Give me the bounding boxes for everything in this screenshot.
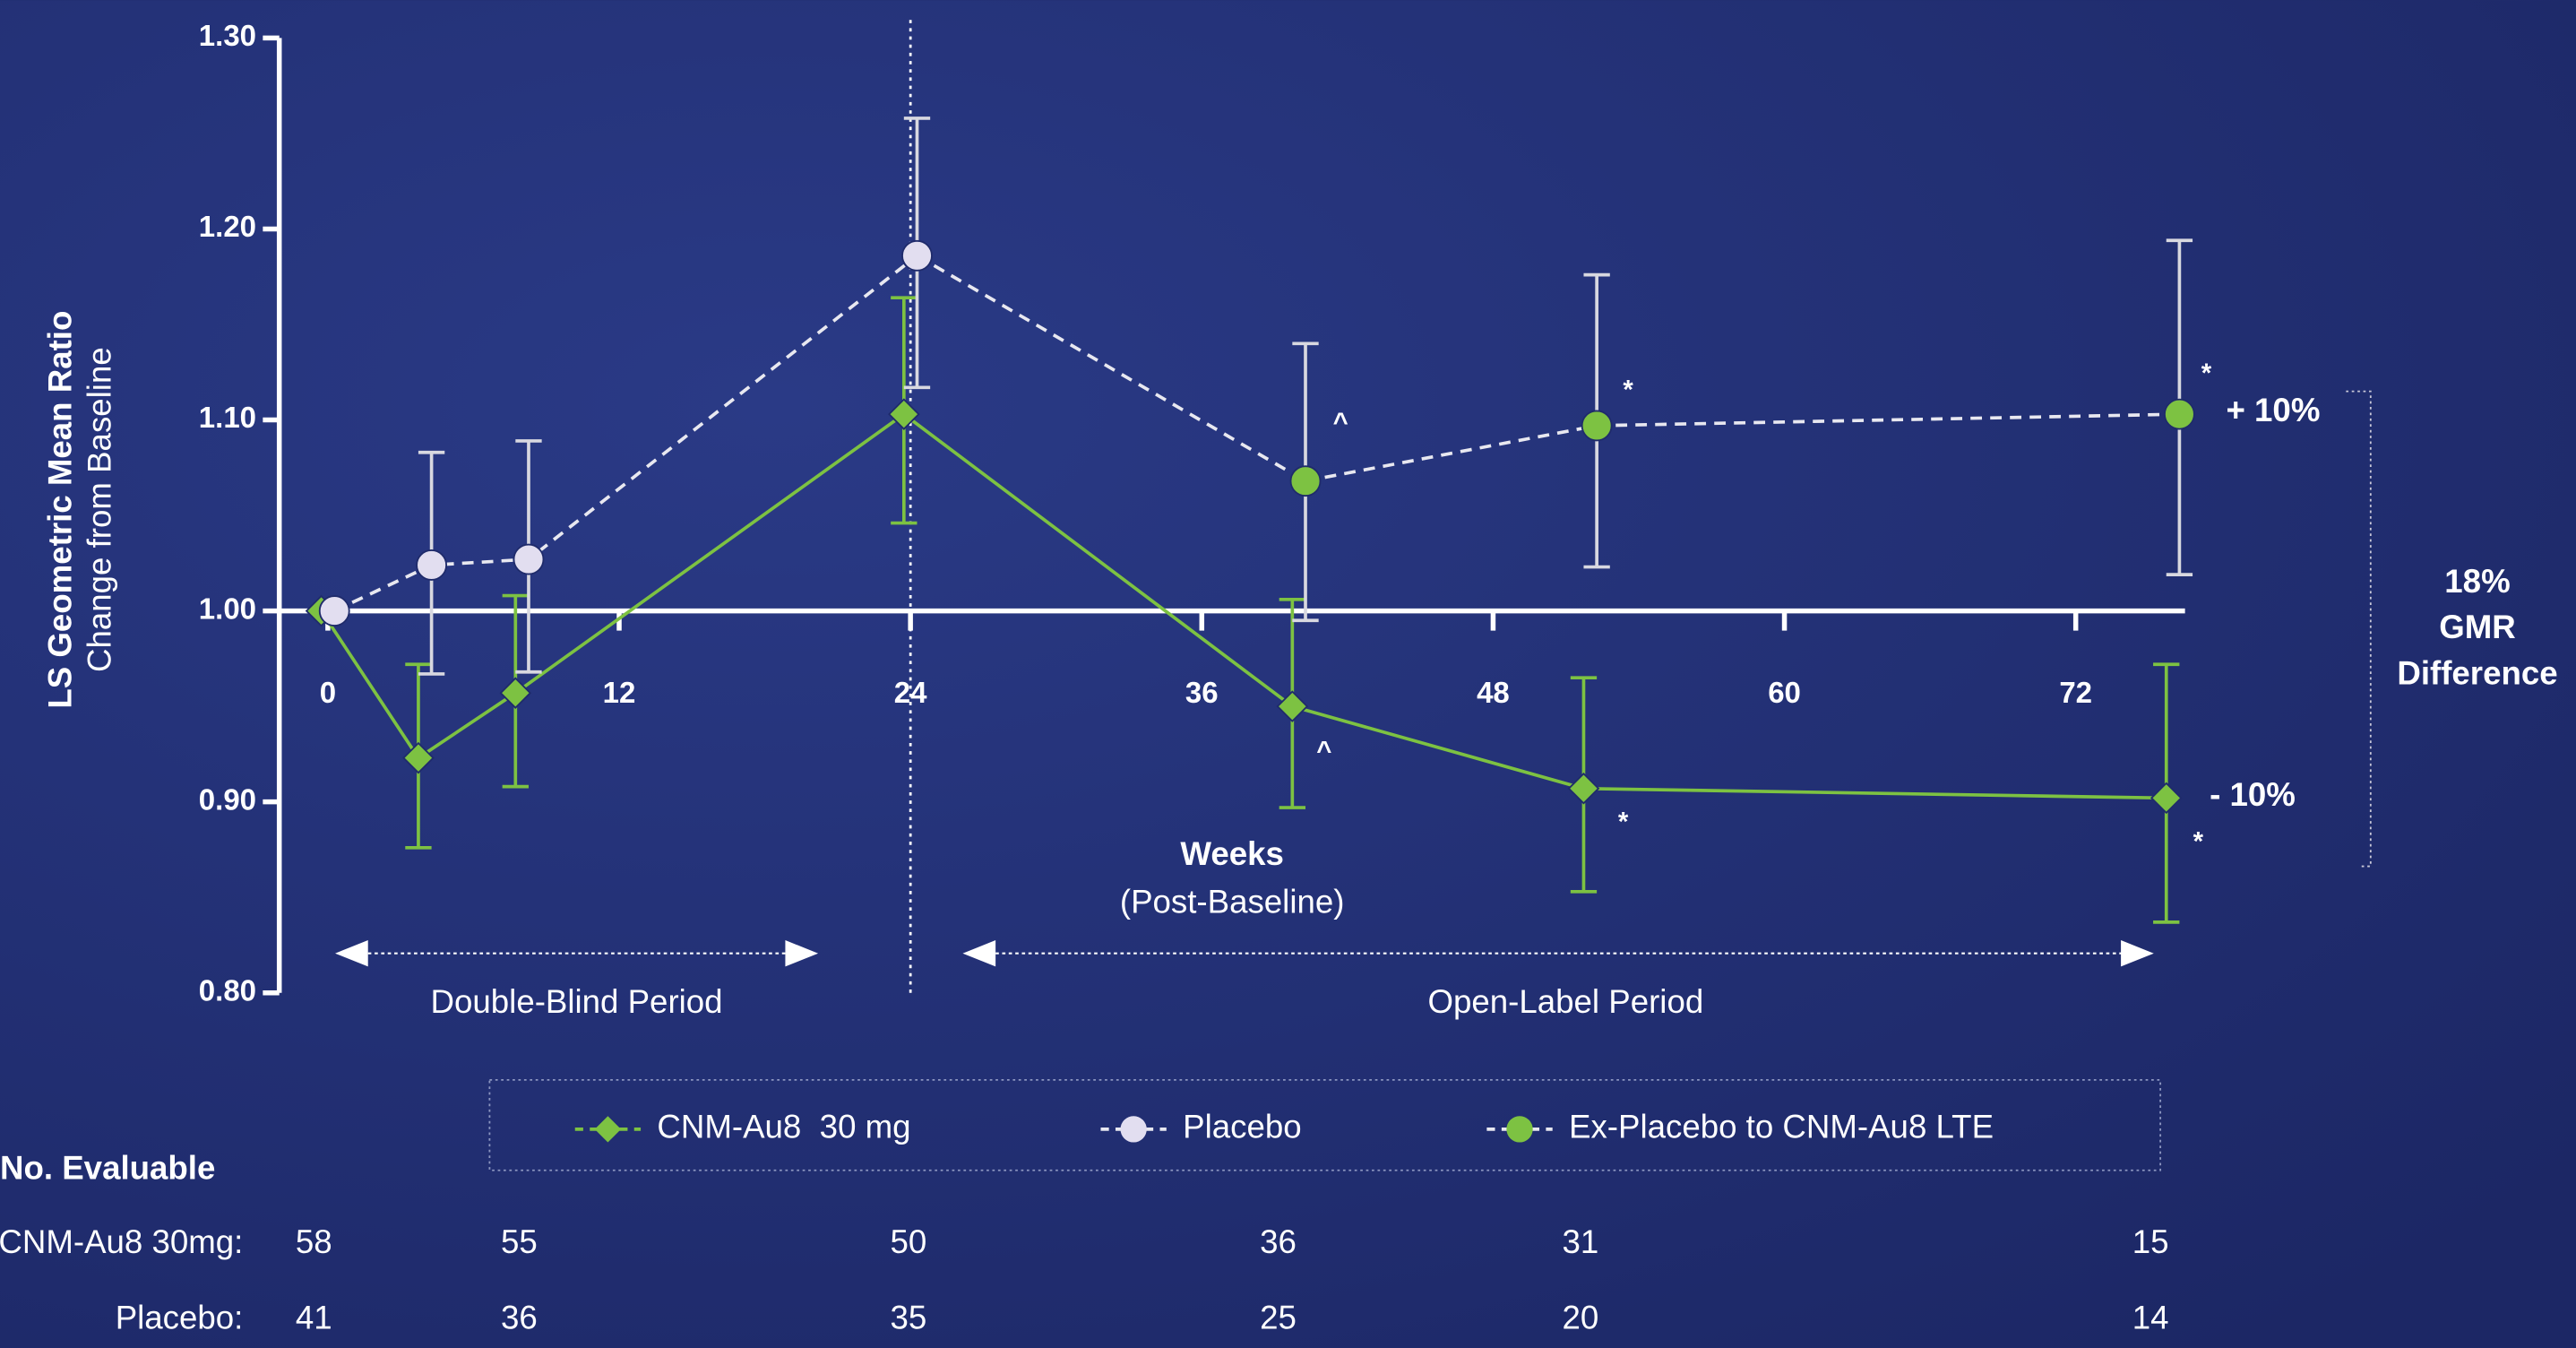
table-cell: 35 [891,1299,927,1335]
series-connector [916,254,1306,483]
table-cell: 58 [296,1223,332,1260]
y-tick-label: 0.90 [199,782,256,816]
x-axis-title: Weeks [1180,835,1283,872]
annotation: * [1623,375,1633,404]
point [318,595,350,627]
x-tick-label: 72 [2059,676,2092,709]
legend-marker [1120,1116,1147,1143]
legend-label: Ex-Placebo to CNM-Au8 LTE [1569,1109,1994,1145]
table-cell: 50 [891,1223,927,1260]
legend-marker [594,1116,622,1143]
point [901,239,933,272]
end-label: - 10% [2210,776,2296,813]
point [1289,465,1322,497]
table-cell: 14 [2132,1299,2169,1335]
table-cell: 36 [501,1299,538,1335]
table-cell: 25 [1260,1299,1297,1335]
point [416,549,448,581]
table-cell: 36 [1260,1223,1297,1260]
end-label: + 10% [2226,392,2320,428]
table-title: No. Evaluable [0,1149,215,1186]
x-tick-label: 48 [1477,676,1510,709]
period-label: Open-Label Period [1428,983,1704,1020]
annotation: * [1618,808,1629,837]
y-tick-label: 0.80 [199,973,256,1007]
point [1567,772,1600,805]
table-cell: 41 [296,1299,332,1335]
table-cell: 31 [1562,1223,1598,1260]
table-row-label: Placebo: [116,1299,244,1335]
period-arrows [335,940,2154,967]
table-cell: 20 [1562,1299,1598,1335]
x-tick-label: 0 [320,676,336,709]
y-tick-label: 1.00 [199,592,256,625]
period-label: Double-Blind Period [431,983,723,1020]
point [2150,782,2183,815]
legend-label: CNM-Au8 30 mg [657,1109,910,1145]
annotation: ^ [1316,737,1331,766]
point [1276,690,1309,722]
difference-label: GMR [2439,609,2516,645]
point [402,741,435,774]
x-tick-label: 12 [603,676,636,709]
point [499,677,532,710]
difference-bracket [2346,390,2372,868]
point [1581,410,1613,442]
x-tick-label: 60 [1768,676,1801,709]
difference-label: Difference [2397,655,2557,692]
x-axis-subtitle: (Post-Baseline) [1120,883,1345,920]
table-cell: 15 [2132,1223,2169,1260]
annotation: * [2201,359,2212,388]
y-tick-label: 1.10 [199,401,256,434]
legend-box [488,1078,2162,1171]
difference-label: 18% [2444,563,2510,600]
y-axis-title: LS Geometric Mean Ratio [41,311,78,709]
legend-label: Placebo [1183,1109,1301,1145]
legend-marker [1506,1116,1533,1143]
points [305,239,2195,815]
annotation: * [2193,827,2204,857]
table-row-label: CNM-Au8 30mg: [0,1223,243,1260]
point [2163,398,2195,430]
point [513,543,545,575]
y-tick-label: 1.20 [199,210,256,243]
y-axis-subtitle: Change from Baseline [81,347,117,672]
table-cell: 55 [501,1223,538,1260]
annotation: ^ [1333,408,1348,437]
x-tick-label: 36 [1185,676,1219,709]
point [888,398,920,430]
y-tick-label: 1.30 [199,19,256,52]
